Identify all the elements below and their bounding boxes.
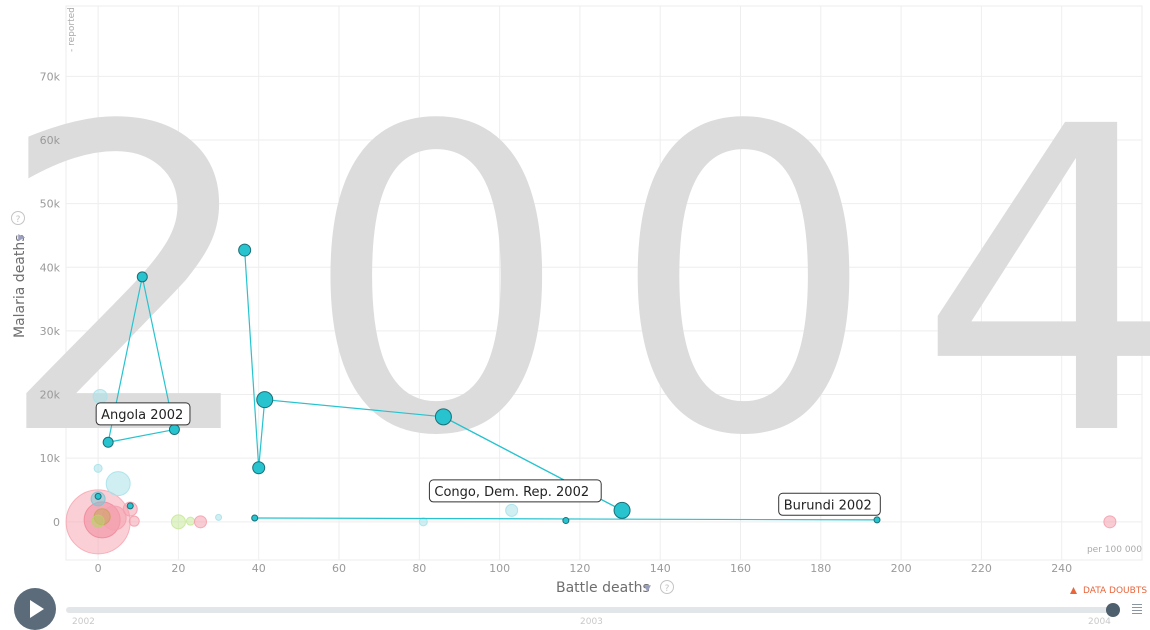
x-help-icon[interactable] [660,580,674,594]
y-tick-label: 70k [40,70,61,83]
timeline-year-start: 2002 [72,617,95,627]
data-doubts-link[interactable]: DATA DOUBTS [1070,586,1147,596]
timeline-slider[interactable] [66,607,1116,613]
country-point [562,517,570,525]
country-point [873,516,881,524]
country-bubble [185,516,195,526]
x-tick-label: 140 [650,562,671,575]
play-button[interactable] [14,588,56,630]
x-tick-label: 60 [332,562,346,575]
x-tick-label: 100 [489,562,510,575]
country-bubble [128,515,140,527]
y-tick-label: 20k [40,389,61,402]
y-tick-label: 10k [40,452,61,465]
country-bubble [91,514,105,528]
x-tick-label: 80 [412,562,426,575]
plot-frame [65,5,1143,561]
country-point [434,408,452,426]
trail-label-box [95,402,191,426]
country-bubble [194,515,207,529]
country-bubble [105,471,131,497]
bubbles-layer [65,388,1117,555]
axis-ticks: 0 20 40 60 80 100 120 140 160 180 200 220 240 0 10k 20k… [40,70,1073,575]
country-bubble [418,517,428,527]
x-tick-label: 160 [730,562,751,575]
country-point [94,492,102,500]
points-layer [94,243,881,525]
x-tick-label: 40 [252,562,266,575]
trail-label-box [428,479,602,503]
y-tick-label: 50k [40,198,61,211]
y-axis-title[interactable]: Malaria deaths [12,234,28,338]
x-tick-label: 120 [569,562,590,575]
x-tick-label: 240 [1051,562,1072,575]
y-tick-label: 0 [53,516,60,529]
x-axis-title-group[interactable]: Battle deaths ▼ ? [556,580,674,596]
x-tick-label: 200 [891,562,912,575]
country-point [256,391,274,409]
country-bubble [93,463,103,473]
y-axis-title-group[interactable]: Malaria deaths ▼ ? [11,211,29,339]
x-tick-label: 220 [971,562,992,575]
trail-line [108,428,175,443]
data-doubts-label[interactable]: DATA DOUBTS [1083,586,1147,596]
country-point [613,501,631,519]
grid [65,5,1143,561]
y-help-icon-glyph[interactable]: ? [16,215,21,225]
country-bubble [505,503,519,517]
x-tick-label: 180 [810,562,831,575]
timeline-handle[interactable] [1106,603,1120,617]
y-corner-note: - reported [67,7,77,52]
warning-icon[interactable] [1070,587,1077,594]
labels-layer: Angola 2002 Congo, Dem. Rep. 2002 Burundi … [95,402,881,516]
y-tick-label: 60k [40,134,61,147]
country-bubble [1103,515,1117,529]
x-tick-label: 0 [95,562,102,575]
y-tick-label: 30k [40,325,61,338]
play-icon[interactable] [30,600,44,618]
country-bubble [170,514,186,530]
country-bubble [92,388,108,404]
year-watermark: 2004 [0,39,1150,528]
x-axis-dropdown-icon[interactable]: ▼ [644,584,651,594]
x-unit-note: per 100 000 [1087,545,1142,555]
trail-label: Burundi 2002 [784,498,872,513]
country-point [238,243,252,257]
trail-label: Angola 2002 [101,408,183,423]
y-axis-dropdown-icon[interactable]: ▼ [17,234,27,241]
country-bubble [215,513,223,521]
x-help-icon-glyph[interactable]: ? [665,584,670,594]
country-point [126,502,134,510]
timeline-year-mid: 2003 [580,617,603,627]
x-tick-label: 20 [171,562,185,575]
y-help-icon[interactable] [11,211,25,225]
country-point [136,271,148,283]
country-point [102,436,114,448]
trail-label: Congo, Dem. Rep. 2002 [434,485,589,500]
country-point [251,514,259,522]
country-point [168,424,180,436]
timeline-year-end: 2004 [1088,617,1111,627]
y-tick-label: 40k [40,261,61,274]
menu-icon[interactable] [1132,604,1142,622]
trail-label-box [778,492,881,516]
x-axis-title[interactable]: Battle deaths [556,580,650,596]
country-point [252,461,266,475]
